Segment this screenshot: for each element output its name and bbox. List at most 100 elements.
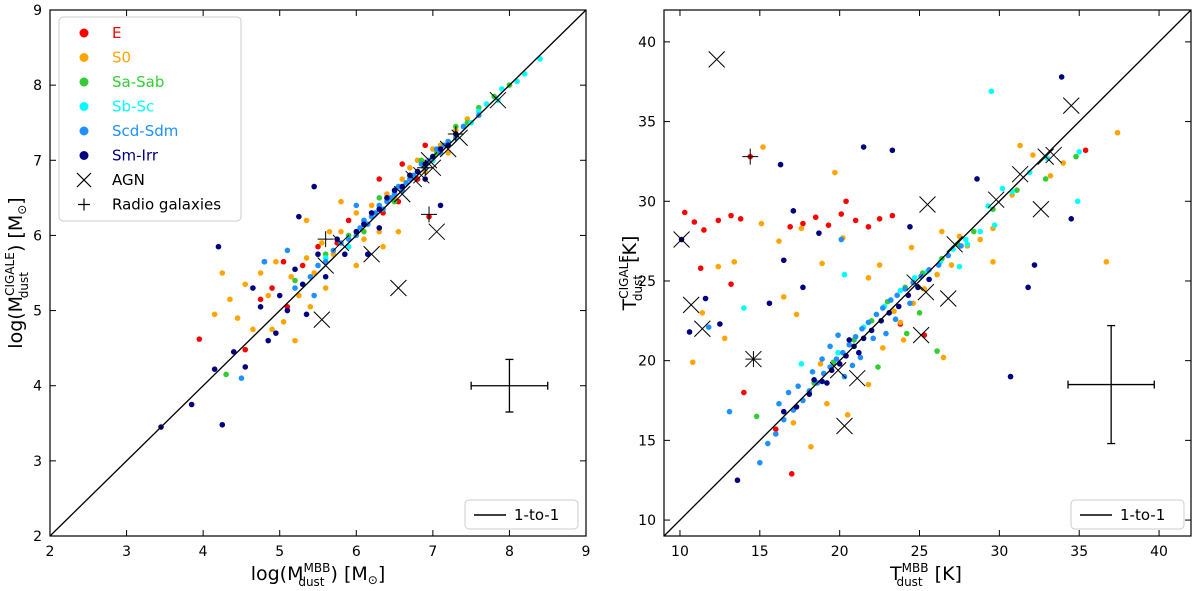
legend-marker — [79, 77, 89, 87]
data-point-s0 — [790, 420, 797, 426]
data-point-s0 — [445, 149, 451, 156]
data-point-s0 — [721, 335, 728, 342]
data-point-e — [242, 346, 249, 353]
agn-marker-stroke — [693, 320, 711, 338]
data-point-scd-sdm — [322, 258, 329, 265]
data-point-scd-sdm — [757, 459, 763, 466]
data-point-sm-irr — [800, 284, 806, 291]
x-tick-label: 2 — [46, 544, 55, 560]
data-point-s0 — [307, 304, 314, 310]
data-point-sb-sc — [1026, 169, 1033, 176]
x-tick-label: 8 — [505, 544, 514, 560]
data-point-s0 — [211, 311, 218, 318]
data-point-e — [681, 209, 688, 216]
data-point-s0 — [760, 144, 766, 150]
right-axis-ticks: 10 15 20 25 30 35 40 10 15 20 25 30 35 40 — [638, 10, 1191, 560]
data-point-s0 — [817, 361, 824, 367]
data-point-sa-sab — [223, 371, 229, 378]
data-point-s0 — [399, 176, 406, 182]
y-tick-label: 25 — [638, 274, 656, 290]
data-point-scd-sdm — [879, 305, 886, 311]
data-point-s0 — [265, 292, 272, 299]
data-point-sa-sab — [753, 413, 760, 420]
data-point-scd-sdm — [785, 389, 792, 396]
data-point-sm-irr — [860, 335, 867, 342]
agn-marker-stroke — [836, 417, 853, 435]
agn-marker — [848, 369, 866, 387]
data-point-scd-sdm — [315, 262, 321, 269]
agn-marker — [313, 311, 331, 328]
data-point-scd-sdm — [311, 292, 317, 299]
agn-marker — [1062, 97, 1080, 114]
left-panel: 2 3 4 5 6 7 8 9 2 3 4 5 6 7 8 9 E S0 Sa-Sab Sb-Sc Scd-Sdm Sm… — [3, 3, 590, 589]
data-point-scd-sdm — [238, 375, 245, 382]
data-point-sm-irr — [868, 327, 875, 334]
data-point-s0 — [368, 202, 375, 209]
data-point-s0 — [731, 259, 738, 265]
right-one-to-one-line — [663, 9, 1192, 537]
data-point-e — [395, 198, 402, 205]
data-point-scd-sdm — [292, 285, 298, 291]
data-point-e — [728, 212, 734, 219]
data-point-sm-irr — [364, 251, 371, 258]
data-point-s0 — [900, 337, 907, 343]
right-scatter-points — [673, 51, 1121, 484]
data-point-scd-sdm — [403, 180, 409, 186]
data-point-e — [889, 212, 896, 219]
data-point-e — [691, 219, 698, 225]
left-y-axis-label: log(MCIGALEdust) [M⊙] — [3, 197, 31, 348]
data-point-sm-irr — [437, 202, 444, 209]
data-point-scd-sdm — [907, 300, 913, 307]
data-point-e — [715, 217, 722, 224]
data-point-scd-sdm — [284, 247, 291, 254]
data-point-scd-sdm — [870, 335, 877, 342]
data-point-sb-sc — [498, 86, 505, 92]
data-point-sm-irr — [315, 251, 321, 258]
y-tick-label: 4 — [33, 379, 42, 395]
agn-marker — [906, 274, 924, 291]
data-point-sm-irr — [780, 408, 787, 415]
data-point-sm-irr — [895, 303, 902, 310]
data-point-s0 — [219, 270, 226, 276]
data-point-scd-sdm — [852, 333, 859, 340]
agn-marker-stroke — [708, 51, 726, 68]
agn-marker-stroke — [906, 274, 924, 291]
y-tick-label: 30 — [638, 194, 656, 210]
data-point-sm-irr — [353, 228, 360, 235]
data-point-sb-sc — [841, 271, 848, 278]
agn-marker — [919, 196, 936, 213]
data-point-sm-irr — [717, 321, 723, 327]
agn-marker — [413, 166, 430, 184]
data-point-sm-irr — [250, 285, 256, 291]
data-point-s0 — [939, 228, 945, 235]
data-point-sm-irr — [219, 421, 226, 428]
data-point-sm-irr — [886, 310, 892, 316]
data-point-sb-sc — [537, 56, 543, 62]
data-point-e — [737, 216, 744, 222]
data-point-sm-irr — [265, 337, 272, 344]
data-point-scd-sdm — [307, 273, 314, 280]
y-tick-label: 2 — [33, 529, 42, 545]
agn-marker-stroke — [393, 185, 411, 203]
data-point-scd-sdm — [857, 354, 864, 361]
data-point-e — [280, 258, 287, 265]
data-point-e — [812, 214, 819, 221]
data-point-sm-irr — [1007, 373, 1014, 380]
data-point-s0 — [227, 296, 233, 303]
agn-marker — [693, 320, 711, 338]
data-point-sb-sc — [988, 88, 995, 95]
agn-marker-stroke — [332, 234, 350, 252]
agn-marker — [912, 326, 930, 344]
data-point-s0 — [242, 281, 249, 288]
agn-marker — [393, 185, 411, 203]
x-tick-label: 6 — [352, 544, 361, 560]
y-tick-label: 35 — [638, 115, 656, 131]
legend-label: Sm-Irr — [112, 147, 159, 165]
data-point-sa-sab — [464, 119, 471, 126]
left-scatter-points — [158, 56, 543, 430]
data-point-sa-sab — [1073, 153, 1079, 160]
agn-marker — [1032, 200, 1050, 218]
agn-marker — [946, 235, 964, 253]
agn-marker-stroke — [987, 191, 1005, 209]
